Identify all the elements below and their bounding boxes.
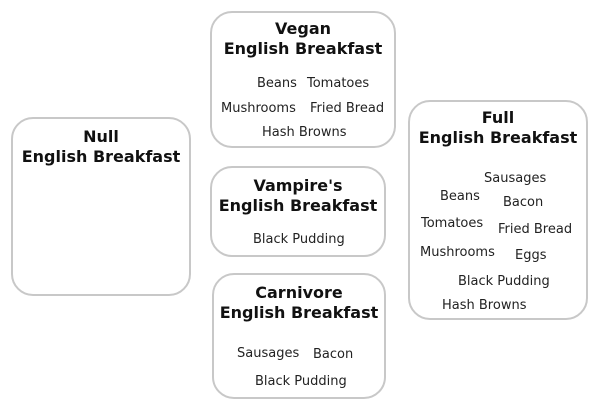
vampire-item-black-pudding: Black Pudding [253,232,345,247]
full-breakfast-title: Full English Breakfast [410,108,586,148]
full-item-hash-browns: Hash Browns [442,298,527,313]
null-title-line2: English Breakfast [21,147,181,166]
full-title-line1: Full [481,108,515,127]
vegan-item-mushrooms: Mushrooms [221,101,296,116]
null-breakfast-card: Null English Breakfast [11,117,191,296]
full-breakfast-card: Full English Breakfast Sausages Beans Ba… [408,100,588,320]
full-item-black-pudding: Black Pudding [458,274,550,289]
vegan-breakfast-title: Vegan English Breakfast [212,19,394,59]
carnivore-item-bacon: Bacon [313,347,354,362]
carnivore-item-black-pudding: Black Pudding [255,374,347,389]
carnivore-title-line1: Carnivore [255,283,343,302]
vegan-title-line1: Vegan [275,19,331,38]
full-item-tomatoes: Tomatoes [421,216,484,231]
vampire-title-line2: English Breakfast [218,196,378,215]
carnivore-item-sausages: Sausages [237,346,300,361]
carnivore-breakfast-title: Carnivore English Breakfast [214,283,384,323]
full-title-line2: English Breakfast [418,128,578,147]
vegan-item-hash-browns: Hash Browns [262,125,347,140]
vegan-breakfast-card: Vegan English Breakfast Beans Tomatoes M… [210,11,396,148]
vegan-item-tomatoes: Tomatoes [307,76,370,91]
vegan-item-beans: Beans [257,76,297,91]
vegan-item-fried-bread: Fried Bread [310,101,385,116]
full-item-sausages: Sausages [484,171,547,186]
full-item-beans: Beans [440,189,480,204]
vampire-title-line1: Vampire's [253,176,343,195]
carnivore-title-line2: English Breakfast [219,303,379,322]
vampire-breakfast-card: Vampire's English Breakfast Black Puddin… [210,166,386,257]
null-title-line1: Null [83,127,119,146]
carnivore-breakfast-card: Carnivore English Breakfast Sausages Bac… [212,273,386,399]
vegan-title-line2: English Breakfast [223,39,383,58]
full-item-eggs: Eggs [515,248,547,263]
full-item-mushrooms: Mushrooms [420,245,495,260]
full-item-fried-bread: Fried Bread [498,222,573,237]
full-item-bacon: Bacon [503,195,544,210]
null-breakfast-title: Null English Breakfast [13,127,189,167]
vampire-breakfast-title: Vampire's English Breakfast [212,176,384,216]
